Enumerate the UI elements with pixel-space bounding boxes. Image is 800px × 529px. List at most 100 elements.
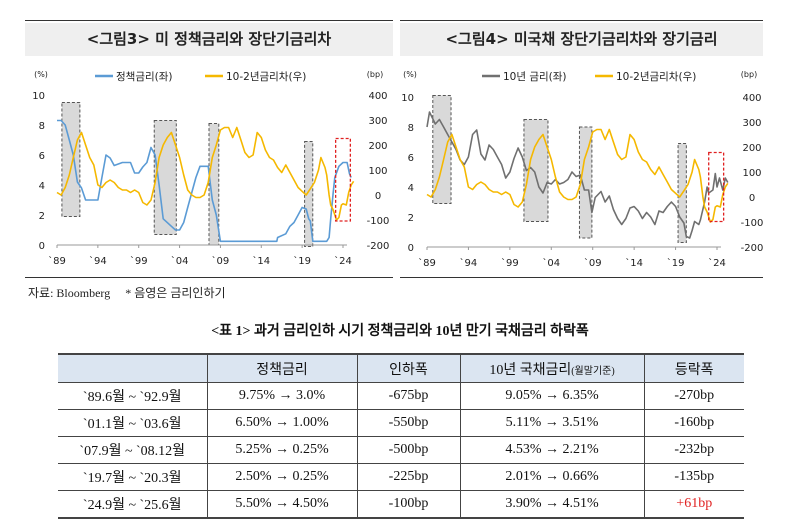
left-tick-label: 4 bbox=[39, 181, 45, 192]
cell-policy-rate: 5.50% → 4.50% bbox=[206, 490, 357, 519]
legend-label: 10-2년금리차(우) bbox=[616, 71, 696, 83]
current-period-highlight bbox=[334, 137, 352, 222]
header-change: 등락폭 bbox=[643, 353, 744, 383]
legend-label: 10-2년금리차(우) bbox=[226, 71, 306, 83]
rate-cut-table: 정책금리 인하폭 10년 국채금리(월말기준) 등락폭 `89.6월 ~ `92… bbox=[58, 353, 744, 519]
x-tick-label: `19 bbox=[667, 257, 685, 269]
right-tick-label: 100 bbox=[368, 166, 387, 177]
figure4-panel: <그림4> 미국채 장단기금리차와 장기금리 bbox=[400, 20, 763, 278]
table-row: `01.1월 ~ `03.6월 6.50% → 1.00% -550bp 5.11% … bbox=[58, 409, 744, 437]
rate-cut-shade bbox=[578, 126, 593, 239]
cell-policy-rate: 5.25% → 0.25% bbox=[206, 436, 357, 464]
right-unit-label: (bp) bbox=[741, 70, 757, 79]
figure3-chart bbox=[56, 74, 355, 248]
left-unit-label: (%) bbox=[34, 70, 48, 79]
x-tick-label: `89 bbox=[48, 255, 66, 267]
x-tick-label: `94 bbox=[460, 257, 478, 269]
x-tick-label: `19 bbox=[293, 255, 311, 267]
charts: 정책금리(좌) 10-2년금리차(우)10864204003002001000-1… bbox=[32, 70, 764, 269]
x-tick-label: `89 bbox=[418, 257, 436, 269]
right-tick-label: 100 bbox=[742, 168, 761, 179]
cell-change: -160bp bbox=[643, 409, 744, 437]
cell-10y-rate: 3.90% → 4.51% bbox=[459, 490, 644, 519]
left-tick-label: 8 bbox=[39, 121, 45, 132]
left-unit-label: (%) bbox=[403, 70, 417, 79]
right-tick-label: 300 bbox=[742, 118, 761, 129]
x-tick-label: `04 bbox=[542, 257, 560, 269]
cell-period: `07.9월 ~ `08.12월 bbox=[58, 436, 207, 464]
cell-change: -232bp bbox=[643, 436, 744, 464]
left-tick-label: 2 bbox=[39, 211, 45, 222]
left-tick-label: 6 bbox=[408, 153, 414, 164]
cell-change: -135bp bbox=[643, 463, 744, 491]
table-row: `89.6월 ~ `92.9월 9.75% → 3.0% -675bp 9.05% →… bbox=[58, 382, 744, 410]
x-tick-label: `09 bbox=[584, 257, 602, 269]
header-10y-rate: 10년 국채금리(월말기준) bbox=[459, 353, 644, 383]
header-cut-size: 인하폭 bbox=[356, 353, 460, 383]
right-tick-label: -100 bbox=[367, 216, 390, 227]
shading-note: * 음영은 금리인하기 bbox=[125, 286, 226, 300]
x-tick-label: `24 bbox=[708, 257, 726, 269]
cell-cut-size: -500bp bbox=[356, 436, 460, 464]
rate-cut-shade bbox=[153, 120, 177, 235]
header-period bbox=[58, 353, 207, 383]
right-tick-label: -200 bbox=[367, 241, 390, 252]
cell-change: +61bp bbox=[643, 490, 744, 519]
x-tick-label: `09 bbox=[212, 255, 230, 267]
cell-10y-rate: 9.05% → 6.35% bbox=[459, 382, 644, 410]
table-title: <표 1> 과거 금리인하 시기 정책금리와 10년 만기 국채금리 하락폭 bbox=[211, 324, 589, 339]
left-tick-label: 0 bbox=[39, 241, 45, 252]
cell-10y-rate: 4.53% → 2.21% bbox=[459, 436, 644, 464]
source-text: 자료: Bloomberg bbox=[28, 286, 111, 300]
x-tick-label: `14 bbox=[252, 255, 270, 267]
figure3-title: <그림3> 미 정책금리와 장단기금리차 bbox=[25, 23, 393, 56]
figure4-chart bbox=[426, 74, 729, 250]
cell-cut-size: -550bp bbox=[356, 409, 460, 437]
x-tick-label: `14 bbox=[625, 257, 643, 269]
cell-policy-rate: 9.75% → 3.0% bbox=[206, 382, 357, 410]
left-tick-label: 0 bbox=[408, 243, 414, 254]
x-tick-label: `99 bbox=[501, 257, 519, 269]
right-tick-label: 200 bbox=[742, 143, 761, 154]
left-tick-label: 4 bbox=[408, 183, 414, 194]
left-tick-label: 8 bbox=[408, 123, 414, 134]
x-tick-label: `04 bbox=[171, 255, 189, 267]
table-row: `24.9월 ~ `25.6월 5.50% → 4.50% -100bp 3.90% … bbox=[58, 490, 744, 519]
current-period-highlight bbox=[708, 151, 725, 223]
header-10y-note: (월말기준) bbox=[571, 365, 615, 377]
table-header-row: 정책금리 인하폭 10년 국채금리(월말기준) 등락폭 bbox=[58, 353, 744, 383]
figure3-panel: <그림3> 미 정책금리와 장단기금리차 bbox=[25, 20, 393, 278]
cell-period: `89.6월 ~ `92.9월 bbox=[58, 382, 207, 410]
left-tick-label: 10 bbox=[401, 93, 414, 104]
cell-cut-size: -675bp bbox=[356, 382, 460, 410]
cell-policy-rate: 2.50% → 0.25% bbox=[206, 463, 357, 491]
legend-label: 정책금리(좌) bbox=[116, 71, 173, 83]
right-unit-label: (bp) bbox=[367, 70, 383, 79]
cell-10y-rate: 5.11% → 3.51% bbox=[459, 409, 644, 437]
cell-period: `01.1월 ~ `03.6월 bbox=[58, 409, 207, 437]
figure4-title: <그림4> 미국채 장단기금리차와 장기금리 bbox=[400, 23, 763, 56]
x-tick-label: `94 bbox=[89, 255, 107, 267]
x-tick-label: `24 bbox=[334, 255, 352, 267]
left-tick-label: 6 bbox=[39, 151, 45, 162]
right-tick-label: 200 bbox=[368, 141, 387, 152]
left-tick-label: 2 bbox=[408, 213, 414, 224]
series-line-0 bbox=[426, 111, 729, 239]
right-tick-label: -200 bbox=[741, 243, 764, 254]
source-line: 자료: Bloomberg * 음영은 금리인하기 bbox=[28, 284, 238, 301]
left-tick-label: 10 bbox=[32, 91, 45, 102]
right-tick-label: 0 bbox=[749, 193, 755, 204]
cell-change: -270bp bbox=[643, 382, 744, 410]
x-tick-label: `99 bbox=[130, 255, 148, 267]
legend-label: 10년 금리(좌) bbox=[503, 71, 567, 83]
cell-period: `24.9월 ~ `25.6월 bbox=[58, 490, 207, 519]
cell-period: `19.7월 ~ `20.3월 bbox=[58, 463, 207, 491]
right-tick-label: 400 bbox=[368, 91, 387, 102]
cell-cut-size: -100bp bbox=[356, 490, 460, 519]
rate-cut-shade bbox=[61, 102, 81, 217]
cell-10y-rate: 2.01% → 0.66% bbox=[459, 463, 644, 491]
series-line-0 bbox=[57, 119, 352, 243]
right-tick-label: -100 bbox=[741, 218, 764, 229]
series-line-1 bbox=[56, 126, 355, 221]
right-tick-label: 0 bbox=[375, 191, 381, 202]
